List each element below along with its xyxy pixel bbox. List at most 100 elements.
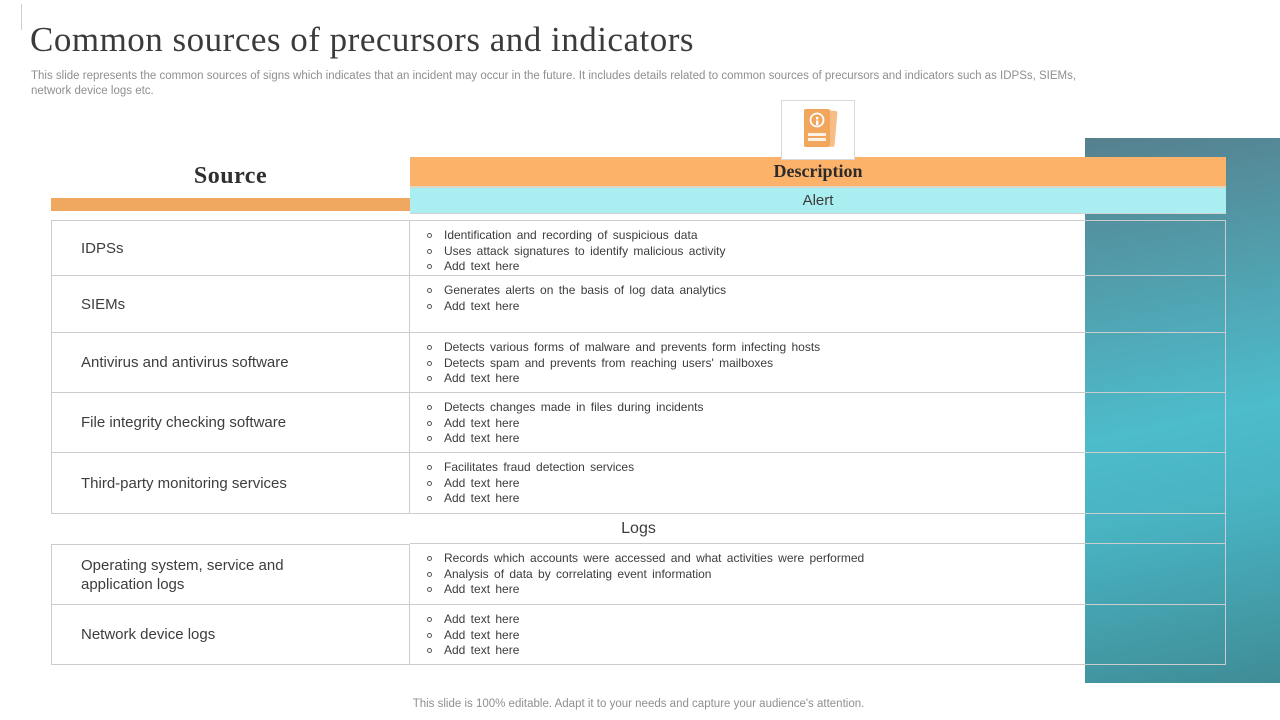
icon-box bbox=[781, 100, 855, 160]
bullet-text: Records which accounts were accessed and… bbox=[444, 551, 865, 565]
bullet-text: Add text here bbox=[444, 491, 520, 505]
bullet-text: Add text here bbox=[444, 475, 520, 490]
source-label: IDPSs bbox=[81, 239, 124, 257]
bullet-text: Add text here bbox=[444, 431, 520, 445]
bullet-item: Facilitates fraud detection services bbox=[424, 460, 1217, 476]
source-label: Network device logs bbox=[81, 626, 216, 643]
source-cell: IDPSs bbox=[51, 220, 410, 276]
top-left-tick bbox=[21, 4, 22, 30]
slide-subtitle: This slide represents the common sources… bbox=[31, 70, 1077, 97]
source-cell: Operating system, service and applicatio… bbox=[51, 544, 410, 605]
source-header-underline bbox=[51, 198, 410, 211]
table-row: Third-party monitoring services Facilita… bbox=[51, 453, 1226, 514]
bullet-text: Detects changes made in files during inc… bbox=[444, 400, 704, 414]
source-cell: Third-party monitoring services bbox=[51, 453, 410, 514]
description-column-header: Description Alert bbox=[410, 157, 1226, 214]
circle-bullet-icon bbox=[427, 587, 432, 592]
table-row: SIEMs Generates alerts on the basis of l… bbox=[51, 276, 1226, 333]
source-label: SIEMs bbox=[81, 295, 126, 313]
description-cell: Facilitates fraud detection services Add… bbox=[410, 453, 1226, 514]
bullet-text: Detects spam and prevents from reaching … bbox=[444, 355, 774, 370]
bullet-item: Identification and recording of suspicio… bbox=[424, 228, 1217, 244]
bullet-item: Generates alerts on the basis of log dat… bbox=[424, 283, 1217, 299]
bullet-item: Add text here bbox=[424, 612, 1217, 628]
source-label: File integrity checking software bbox=[81, 414, 287, 431]
circle-bullet-icon bbox=[427, 436, 432, 441]
table-row: Network device logs Add text here Add te… bbox=[51, 605, 1226, 665]
bullet-item: Add text here bbox=[424, 628, 1217, 644]
circle-bullet-icon bbox=[427, 632, 432, 638]
circle-bullet-icon bbox=[427, 376, 432, 381]
bullet-item: Detects spam and prevents from reaching … bbox=[424, 356, 1217, 372]
circle-bullet-icon bbox=[427, 571, 432, 577]
bullet-text: Add text here bbox=[444, 259, 520, 273]
source-label: Third-party monitoring services bbox=[81, 474, 287, 492]
description-cell: Detects various forms of malware and pre… bbox=[410, 333, 1226, 393]
bullet-text: Add text here bbox=[444, 298, 520, 313]
description-cell: Records which accounts were accessed and… bbox=[410, 544, 1226, 605]
source-cell: Network device logs bbox=[51, 605, 410, 665]
bullet-item: Add text here bbox=[424, 259, 1217, 275]
source-column-header: Source bbox=[51, 157, 410, 214]
table-body: IDPSs Identification and recording of su… bbox=[51, 220, 1226, 665]
bullet-item: Add text here bbox=[424, 299, 1217, 315]
info-document-icon bbox=[804, 109, 838, 147]
table-header-row: Source Description Alert bbox=[51, 157, 1226, 214]
bullet-item: Uses attack signatures to identify malic… bbox=[424, 244, 1217, 260]
slide-title: Common sources of precursors and indicat… bbox=[30, 20, 694, 59]
table-row: IDPSs Identification and recording of su… bbox=[51, 220, 1226, 276]
circle-bullet-icon bbox=[427, 405, 432, 410]
bullet-text: Uses attack signatures to identify malic… bbox=[444, 243, 726, 258]
circle-bullet-icon bbox=[427, 360, 432, 366]
alert-section-header: Alert bbox=[410, 188, 1226, 214]
table-row: Antivirus and antivirus software Detects… bbox=[51, 333, 1226, 393]
bullet-text: Facilitates fraud detection services bbox=[444, 460, 635, 474]
bullet-item: Add text here bbox=[424, 431, 1217, 447]
bullet-item: Add text here bbox=[424, 582, 1217, 598]
circle-bullet-icon bbox=[427, 420, 432, 426]
sources-table: Source Description Alert IDPSs Identific… bbox=[51, 157, 1226, 665]
bullet-item: Add text here bbox=[424, 476, 1217, 492]
circle-bullet-icon bbox=[427, 496, 432, 501]
bullet-item: Records which accounts were accessed and… bbox=[424, 551, 1217, 567]
bullet-text: Add text here bbox=[444, 582, 520, 596]
circle-bullet-icon bbox=[427, 233, 432, 238]
circle-bullet-icon bbox=[427, 248, 432, 254]
circle-bullet-icon bbox=[427, 345, 432, 350]
table-row: File integrity checking software Detects… bbox=[51, 393, 1226, 453]
bullet-item: Add text here bbox=[424, 491, 1217, 507]
circle-bullet-icon bbox=[427, 465, 432, 470]
logs-section-border bbox=[410, 514, 1226, 544]
bullet-item: Analysis of data by correlating event in… bbox=[424, 567, 1217, 583]
logs-section-row: Logs bbox=[51, 514, 1226, 544]
circle-bullet-icon bbox=[427, 480, 432, 486]
table-row: Operating system, service and applicatio… bbox=[51, 544, 1226, 605]
bullet-text: Analysis of data by correlating event in… bbox=[444, 566, 712, 581]
bullet-item: Detects various forms of malware and pre… bbox=[424, 340, 1217, 356]
bullet-text: Add text here bbox=[444, 415, 520, 430]
description-cell: Identification and recording of suspicio… bbox=[410, 220, 1226, 276]
circle-bullet-icon bbox=[427, 264, 432, 269]
circle-bullet-icon bbox=[427, 556, 432, 561]
description-cell: Generates alerts on the basis of log dat… bbox=[410, 276, 1226, 333]
bullet-text: Identification and recording of suspicio… bbox=[444, 228, 698, 242]
bullet-text: Add text here bbox=[444, 627, 520, 642]
bullet-item: Add text here bbox=[424, 371, 1217, 387]
description-cell: Add text here Add text here Add text her… bbox=[410, 605, 1226, 665]
source-label: Operating system, service and applicatio… bbox=[81, 556, 284, 593]
source-header-label: Source bbox=[193, 163, 268, 189]
bullet-text: Generates alerts on the basis of log dat… bbox=[444, 283, 727, 297]
circle-bullet-icon bbox=[427, 648, 432, 653]
bullet-text: Add text here bbox=[444, 612, 520, 626]
bullet-item: Add text here bbox=[424, 416, 1217, 432]
source-cell: Antivirus and antivirus software bbox=[51, 333, 410, 393]
bullet-text: Add text here bbox=[444, 371, 520, 385]
bullet-item: Detects changes made in files during inc… bbox=[424, 400, 1217, 416]
circle-bullet-icon bbox=[427, 617, 432, 622]
source-label: Antivirus and antivirus software bbox=[81, 354, 289, 371]
circle-bullet-icon bbox=[427, 288, 432, 293]
bullet-text: Detects various forms of malware and pre… bbox=[444, 340, 821, 354]
bullet-item: Add text here bbox=[424, 643, 1217, 659]
circle-bullet-icon bbox=[427, 303, 432, 309]
